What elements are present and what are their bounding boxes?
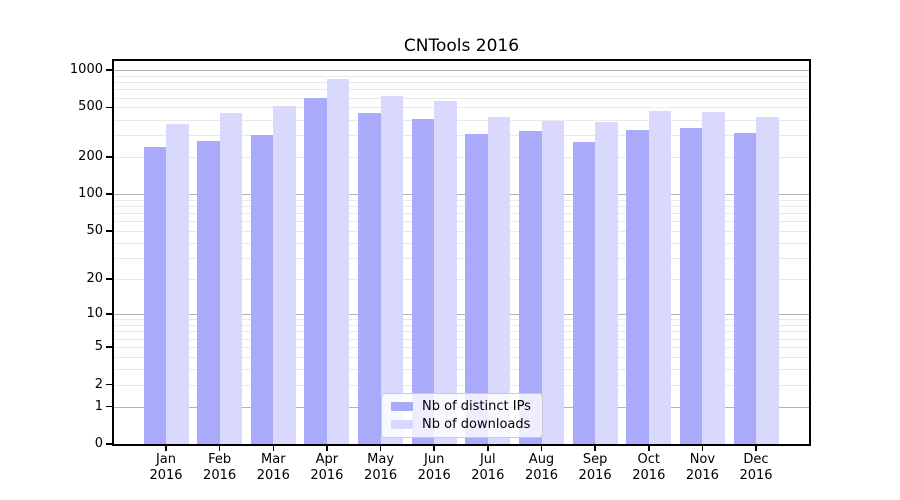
x-tick-month: Jun bbox=[424, 452, 445, 467]
x-tick-label: Nov 2016 bbox=[670, 452, 734, 484]
x-tick-year: 2016 bbox=[203, 468, 237, 483]
x-tick-year: 2016 bbox=[364, 468, 398, 483]
x-tick-month: Jan bbox=[155, 452, 177, 467]
x-tick-year: 2016 bbox=[149, 468, 183, 483]
x-tick-label: May 2016 bbox=[349, 452, 413, 484]
x-tick-year: 2016 bbox=[310, 468, 344, 483]
y-tick-label: 20 bbox=[86, 271, 103, 287]
x-tick-label: Sep 2016 bbox=[563, 452, 627, 484]
x-tick-year: 2016 bbox=[417, 468, 451, 483]
x-tick-year: 2016 bbox=[256, 468, 290, 483]
chart-title: CNTools 2016 bbox=[403, 36, 520, 56]
bar-distinct-ips-may bbox=[358, 113, 381, 444]
bar-downloads-may bbox=[380, 95, 404, 444]
y-tick-label: 10 bbox=[86, 306, 103, 322]
x-tick-month: Oct bbox=[637, 452, 661, 467]
y-tick-label: 0 bbox=[94, 436, 103, 451]
gridline-minor bbox=[114, 97, 809, 99]
x-tick-label: Mar 2016 bbox=[241, 452, 305, 484]
y-tick-label: 1 bbox=[94, 398, 103, 414]
bar-distinct-ips-aug bbox=[519, 130, 542, 444]
x-tick-mark bbox=[272, 446, 274, 451]
plot-area: Nb of distinct IPs Nb of downloads bbox=[112, 59, 811, 446]
legend-label-distinct-ips: Nb of distinct IPs bbox=[422, 399, 531, 414]
x-tick-year: 2016 bbox=[578, 468, 612, 483]
x-tick-label: Feb 2016 bbox=[188, 452, 252, 484]
x-tick-mark bbox=[165, 446, 167, 451]
y-tick-label: 50 bbox=[86, 223, 103, 239]
bar-downloads-aug bbox=[541, 120, 564, 444]
bar-downloads-nov bbox=[702, 111, 725, 444]
x-tick-mark bbox=[379, 446, 382, 451]
legend-label-downloads: Nb of downloads bbox=[422, 417, 531, 432]
x-tick-year: 2016 bbox=[685, 468, 719, 483]
bar-downloads-oct bbox=[648, 110, 672, 444]
x-tick-month: Mar bbox=[261, 452, 286, 467]
x-tick-month: Apr bbox=[315, 452, 339, 467]
legend-swatch-downloads bbox=[391, 420, 413, 429]
y-tick-label: 1000 bbox=[69, 62, 103, 77]
y-tick-label: 2 bbox=[94, 376, 103, 392]
x-tick-month: Feb bbox=[208, 452, 232, 467]
bar-downloads-feb bbox=[219, 113, 243, 444]
bar-distinct-ips-jul bbox=[465, 134, 488, 444]
x-tick-label: Aug 2016 bbox=[510, 452, 574, 484]
gridline-minor bbox=[114, 82, 809, 83]
x-tick-mark bbox=[701, 446, 704, 451]
bar-distinct-ips-dec bbox=[733, 133, 756, 444]
bar-downloads-mar bbox=[273, 106, 296, 444]
bar-downloads-dec bbox=[756, 116, 779, 444]
bar-downloads-apr bbox=[326, 78, 350, 444]
bar-downloads-jun bbox=[434, 100, 457, 444]
gridline-minor bbox=[114, 75, 809, 77]
x-tick-label: Oct 2016 bbox=[617, 452, 681, 484]
x-tick-year: 2016 bbox=[632, 468, 666, 483]
legend: Nb of distinct IPs Nb of downloads bbox=[381, 393, 543, 438]
x-tick-month: Nov bbox=[689, 452, 716, 467]
bar-distinct-ips-jan bbox=[143, 147, 166, 444]
x-tick-label: Jan 2016 bbox=[134, 452, 198, 484]
x-tick-year: 2016 bbox=[471, 468, 505, 483]
x-tick-label: Dec 2016 bbox=[724, 452, 788, 484]
legend-row-downloads: Nb of downloads bbox=[391, 417, 533, 432]
x-tick-month: Aug bbox=[528, 452, 555, 467]
x-tick-mark bbox=[326, 446, 328, 451]
bar-downloads-jan bbox=[166, 123, 189, 444]
x-tick-mark bbox=[594, 446, 596, 451]
x-tick-month: May bbox=[367, 452, 395, 467]
bar-distinct-ips-jun bbox=[411, 118, 435, 444]
x-tick-mark bbox=[648, 446, 650, 451]
x-tick-year: 2016 bbox=[739, 468, 773, 483]
x-tick-month: Sep bbox=[582, 452, 608, 467]
legend-swatch-distinct-ips bbox=[391, 402, 413, 411]
x-tick-month: Jul bbox=[479, 452, 496, 467]
bar-distinct-ips-nov bbox=[679, 128, 703, 444]
gridline-major bbox=[114, 70, 809, 71]
gridline-minor bbox=[114, 89, 809, 91]
x-tick-mark bbox=[755, 446, 757, 451]
bar-distinct-ips-apr bbox=[304, 97, 327, 444]
bar-distinct-ips-mar bbox=[250, 135, 274, 444]
bar-downloads-jul bbox=[487, 116, 511, 444]
y-tick-label: 5 bbox=[94, 339, 103, 354]
x-tick-mark bbox=[433, 446, 435, 451]
bar-distinct-ips-feb bbox=[197, 140, 220, 444]
x-tick-label: Jun 2016 bbox=[402, 452, 466, 484]
x-tick-month: Dec bbox=[743, 452, 769, 467]
x-tick-label: Jul 2016 bbox=[456, 452, 520, 484]
gridline-minor bbox=[114, 107, 809, 109]
legend-row-distinct-ips: Nb of distinct IPs bbox=[391, 399, 533, 414]
x-tick-mark bbox=[487, 446, 489, 451]
x-tick-mark bbox=[540, 446, 543, 451]
y-tick-label: 100 bbox=[78, 186, 103, 202]
bar-distinct-ips-oct bbox=[626, 129, 649, 444]
x-tick-year: 2016 bbox=[524, 468, 559, 483]
y-tick-label: 200 bbox=[78, 148, 103, 164]
bar-downloads-sep bbox=[595, 122, 618, 444]
x-tick-label: Apr 2016 bbox=[295, 452, 359, 484]
x-tick-mark bbox=[218, 446, 221, 451]
bar-distinct-ips-sep bbox=[572, 141, 596, 444]
y-tick-label: 500 bbox=[78, 99, 103, 115]
